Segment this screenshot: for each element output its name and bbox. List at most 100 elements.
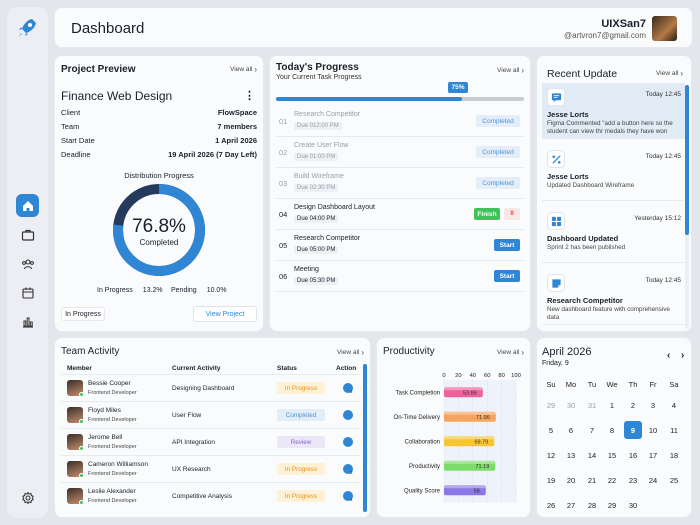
message-icon[interactable] — [343, 410, 353, 420]
calendar-day[interactable]: 6 — [568, 425, 574, 435]
recent-update-item[interactable]: Today 12:45 Jesse Lorts Figma Commented "a… — [542, 83, 685, 139]
recent-update-item[interactable]: Today 12:45 Jesse Lorts Updated Dashboard … — [542, 145, 685, 201]
calendar-day[interactable]: 12 — [546, 450, 556, 460]
weekday-label: Su — [546, 379, 556, 389]
task-completed-badge: Completed — [476, 177, 520, 189]
view-all-label: View all — [337, 349, 360, 356]
field-value: FlowSpace — [217, 108, 257, 117]
calendar-day[interactable]: 7 — [589, 425, 595, 435]
message-icon[interactable] — [343, 437, 353, 447]
calendar-day[interactable]: 26 — [546, 500, 556, 510]
calendar-day[interactable]: 27 — [566, 500, 576, 510]
update-title: Dashboard Updated — [547, 234, 619, 243]
nav-projects-button[interactable] — [16, 223, 39, 246]
task-row[interactable]: 06 Meeting Due 05:30 PM Start — [276, 261, 524, 292]
nav-calendar-button[interactable] — [16, 281, 39, 304]
view-project-button[interactable]: View Project — [193, 306, 257, 322]
distribution-donut — [113, 184, 205, 276]
more-options-icon[interactable]: ⋮ — [244, 90, 255, 102]
calendar-day[interactable]: 19 — [546, 475, 556, 485]
calendar-day[interactable]: 11 — [670, 425, 678, 435]
task-row[interactable]: 01 Research Competitor Due 012:00 PM Comple… — [276, 106, 524, 137]
calendar-next-button[interactable]: › — [681, 350, 685, 361]
calendar-day[interactable]: 28 — [587, 500, 597, 510]
calendar-day[interactable]: 23 — [628, 475, 638, 485]
calendar-day[interactable]: 9 — [624, 421, 642, 439]
bar-value-label: 71.96 — [476, 415, 490, 421]
table-row[interactable]: Cameron Williamson Frontend Developer UX R… — [61, 455, 361, 482]
calendar-day[interactable]: 25 — [669, 475, 679, 485]
calendar-prev-button[interactable]: ‹ — [667, 350, 671, 361]
table-row[interactable]: Leslie Alexander Frontend Developer Compet… — [61, 482, 361, 509]
task-finish-button[interactable]: Finish — [474, 208, 500, 220]
nav-team-button[interactable] — [16, 252, 39, 275]
weekday-label: Mo — [565, 379, 577, 389]
team-view-all-link[interactable]: View all › — [337, 348, 364, 357]
calendar-day[interactable]: 24 — [648, 475, 658, 485]
bar[interactable] — [444, 436, 495, 447]
project-view-all-link[interactable]: View all › — [230, 65, 257, 74]
nav-home-button[interactable] — [16, 194, 39, 217]
task-start-button[interactable]: Start — [494, 270, 520, 282]
member-role: Frontend Developer — [88, 417, 137, 423]
nav-reports-button[interactable] — [16, 310, 39, 333]
team-scrollbar[interactable] — [363, 364, 367, 512]
calendar-day[interactable]: 17 — [648, 450, 658, 460]
category-label: Quality Score — [404, 488, 441, 494]
rocket-logo-icon[interactable] — [15, 16, 39, 40]
recent-scroll-thumb[interactable] — [685, 85, 689, 235]
recent-update-item[interactable]: Yesterday 15:12 Dashboard Updated Sprint 2… — [542, 207, 685, 263]
task-row[interactable]: 03 Build Wireframe Due 02:30 PM Completed — [276, 168, 524, 199]
table-row[interactable]: Bessie Cooper Frontend Developer Designing… — [61, 374, 361, 401]
progress-view-all-link[interactable]: View all › — [497, 66, 524, 75]
message-icon[interactable] — [343, 464, 353, 474]
calendar-day[interactable]: 18 — [669, 450, 679, 460]
calendar-day[interactable]: 4 — [671, 400, 677, 410]
task-row[interactable]: 02 Create User Flow Due 01:00 PM Completed — [276, 137, 524, 168]
calendar-day[interactable]: 31 — [587, 400, 597, 410]
calendar-day[interactable]: 10 — [648, 425, 658, 435]
task-pause-button[interactable]: II — [504, 208, 520, 220]
user-name[interactable]: UIXSan7 — [601, 18, 646, 30]
bar[interactable] — [444, 411, 496, 422]
message-icon[interactable] — [343, 383, 353, 393]
calendar-day[interactable]: 8 — [609, 425, 615, 435]
calendar-day[interactable]: 20 — [566, 475, 576, 485]
task-start-button[interactable]: Start — [494, 239, 520, 251]
calendar-day[interactable]: 22 — [607, 475, 617, 485]
recent-view-all-link[interactable]: View all › — [656, 69, 683, 78]
recent-update-item[interactable]: Today 12:45 Research Competitor New dashbo… — [542, 269, 685, 325]
calendar-day[interactable]: 13 — [566, 450, 576, 460]
recent-update-item[interactable]: Today 12:45 — [542, 331, 685, 332]
calendar-day[interactable]: 16 — [628, 450, 638, 460]
calendar-day[interactable]: 29 — [607, 500, 617, 510]
team-scroll-thumb[interactable] — [363, 364, 367, 512]
nav-settings-button[interactable] — [16, 486, 39, 509]
calendar-day[interactable]: 1 — [609, 400, 615, 410]
table-row[interactable]: Floyd Miles Frontend Developer User Flow Co… — [61, 401, 361, 428]
bar[interactable] — [444, 387, 483, 398]
x-tick-label: 40 — [470, 373, 476, 379]
bar[interactable] — [444, 460, 496, 471]
bar-value-label: 71.19 — [475, 464, 489, 470]
calendar-day[interactable]: 29 — [546, 400, 556, 410]
calendar-day[interactable]: 21 — [587, 475, 597, 485]
calendar-day[interactable]: 30 — [628, 500, 638, 510]
message-count-badge: 4 — [350, 497, 353, 502]
message-icon[interactable] — [343, 491, 353, 501]
task-row[interactable]: 04 Design Dashboard Layout Due 04:00 PM Fin… — [276, 199, 524, 230]
bar[interactable] — [444, 485, 486, 496]
update-time: Today 12:45 — [645, 91, 681, 98]
bar-highlight — [444, 460, 496, 464]
avatar[interactable] — [652, 16, 677, 41]
calendar-day[interactable]: 14 — [587, 450, 597, 460]
table-row[interactable]: Jerome Bell Frontend Developer API Integra… — [61, 428, 361, 455]
productivity-view-all-link[interactable]: View all › — [497, 348, 524, 357]
recent-scrollbar[interactable] — [685, 85, 689, 328]
calendar-day[interactable]: 30 — [566, 400, 576, 410]
task-row[interactable]: 05 Research Competitor Due 05:00 PM Start — [276, 230, 524, 261]
calendar-day[interactable]: 15 — [607, 450, 617, 460]
calendar-day[interactable]: 5 — [548, 425, 554, 435]
calendar-day[interactable]: 2 — [630, 400, 636, 410]
calendar-day[interactable]: 3 — [650, 400, 656, 410]
